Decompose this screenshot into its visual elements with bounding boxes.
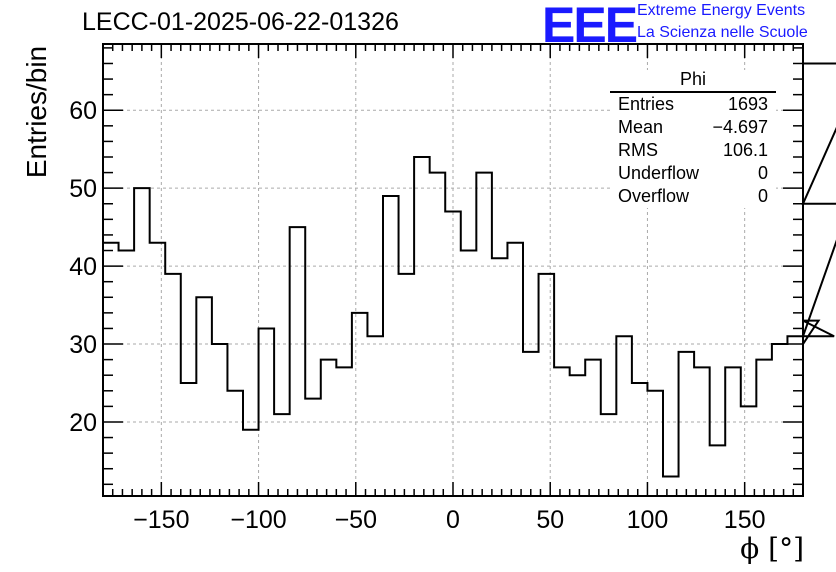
- stats-row-entries: Entries 1693: [610, 93, 776, 116]
- stats-row-mean: Mean −4.697: [610, 116, 776, 139]
- x-tick-label: −100: [230, 506, 286, 534]
- y-axis-label: Entries/bin: [21, 45, 52, 179]
- x-axis-label: ϕ [°]: [740, 532, 804, 565]
- y-tick-label: 40: [69, 253, 97, 281]
- x-tick-label: 50: [536, 506, 564, 534]
- y-tick-label: 50: [69, 175, 97, 203]
- stats-row-underflow: Underflow 0: [610, 162, 776, 185]
- eee-logo: EEE: [542, 0, 638, 53]
- stats-value: 1693: [727, 94, 768, 114]
- y-tick-label: 20: [69, 409, 97, 437]
- logo-subtitle-1: Extreme Energy Events: [637, 2, 806, 19]
- stats-label: Entries: [618, 94, 675, 114]
- stats-label: RMS: [618, 140, 658, 160]
- x-tick-label: 100: [627, 506, 669, 534]
- x-tick-label: −50: [335, 506, 377, 534]
- stats-row-rms: RMS 106.1: [610, 139, 776, 162]
- stats-value: 0: [757, 163, 768, 183]
- stats-label: Overflow: [618, 186, 690, 206]
- stats-value: −4.697: [712, 117, 768, 137]
- stats-label: Underflow: [618, 163, 700, 183]
- chart-title: LECC-01-2025-06-22-01326: [82, 8, 399, 36]
- x-tick-label: 0: [446, 506, 460, 534]
- x-tick-label: 150: [724, 506, 766, 534]
- axis-ticks: [103, 44, 803, 496]
- histogram-series: [102, 62, 836, 496]
- stats-label: Mean: [618, 117, 664, 137]
- axis-tick-labels: −150 −100 −50 0 50 100 150 20 30 40 50 60: [69, 97, 765, 534]
- logo-subtitle-2: La Scienza nelle Scuole: [637, 24, 808, 41]
- stats-box: Phi Entries 1693 Mean −4.697 RMS 106.1 U…: [610, 70, 776, 208]
- x-tick-label: −150: [133, 506, 189, 534]
- stats-name: Phi: [610, 70, 776, 93]
- stats-row-overflow: Overflow 0: [610, 185, 776, 208]
- stats-value: 0: [757, 186, 768, 206]
- stats-value: 106.1: [722, 140, 768, 160]
- y-tick-label: 30: [69, 331, 97, 359]
- y-tick-label: 60: [69, 97, 97, 125]
